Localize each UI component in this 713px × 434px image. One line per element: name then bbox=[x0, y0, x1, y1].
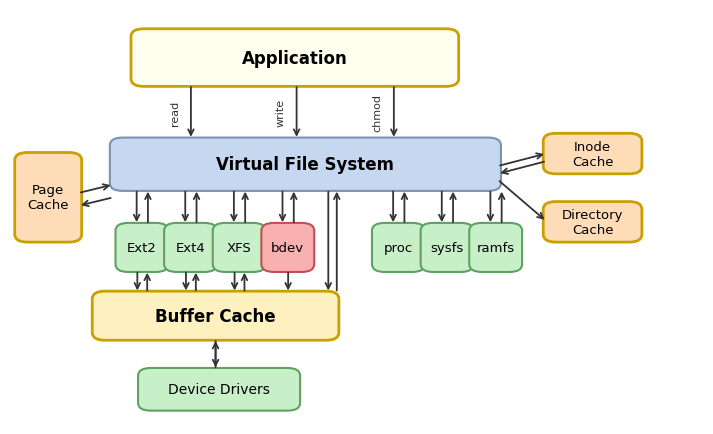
Text: Buffer Cache: Buffer Cache bbox=[155, 307, 276, 325]
FancyBboxPatch shape bbox=[116, 224, 168, 273]
FancyBboxPatch shape bbox=[164, 224, 217, 273]
Text: Inode
Cache: Inode Cache bbox=[572, 140, 613, 168]
Text: write: write bbox=[275, 99, 285, 127]
FancyBboxPatch shape bbox=[92, 292, 339, 340]
Text: bdev: bdev bbox=[271, 241, 304, 254]
Text: Device Drivers: Device Drivers bbox=[168, 382, 270, 396]
Text: Ext4: Ext4 bbox=[175, 241, 205, 254]
FancyBboxPatch shape bbox=[15, 153, 82, 243]
FancyBboxPatch shape bbox=[469, 224, 522, 273]
Text: sysfs: sysfs bbox=[431, 241, 463, 254]
Text: Ext2: Ext2 bbox=[127, 241, 157, 254]
Text: proc: proc bbox=[384, 241, 413, 254]
FancyBboxPatch shape bbox=[372, 224, 425, 273]
FancyBboxPatch shape bbox=[262, 224, 314, 273]
Text: Virtual File System: Virtual File System bbox=[217, 156, 394, 174]
Text: ramfs: ramfs bbox=[476, 241, 515, 254]
FancyBboxPatch shape bbox=[110, 138, 501, 191]
Text: Application: Application bbox=[242, 49, 348, 67]
Text: chmod: chmod bbox=[373, 94, 383, 132]
Text: XFS: XFS bbox=[227, 241, 252, 254]
FancyBboxPatch shape bbox=[543, 134, 642, 174]
FancyBboxPatch shape bbox=[212, 224, 266, 273]
Text: Directory
Cache: Directory Cache bbox=[562, 208, 623, 236]
FancyBboxPatch shape bbox=[131, 30, 458, 87]
FancyBboxPatch shape bbox=[138, 368, 300, 411]
Text: read: read bbox=[170, 100, 180, 125]
FancyBboxPatch shape bbox=[543, 202, 642, 243]
FancyBboxPatch shape bbox=[421, 224, 473, 273]
Text: Page
Cache: Page Cache bbox=[28, 184, 69, 212]
